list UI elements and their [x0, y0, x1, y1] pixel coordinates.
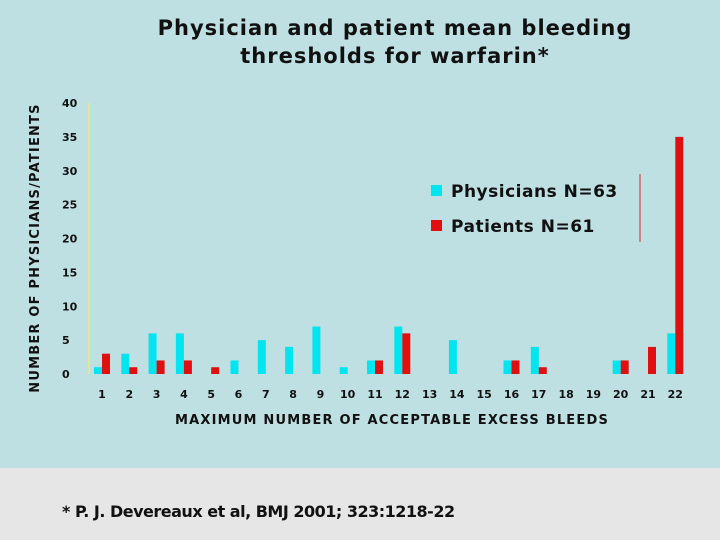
footer-band	[0, 468, 720, 540]
legend-swatch-physicians	[431, 185, 442, 196]
y-tick-label: 40	[62, 97, 78, 110]
x-tick-label: 17	[531, 388, 546, 401]
bar-physicians-12	[394, 326, 403, 374]
x-tick-label: 18	[558, 388, 573, 401]
x-tick-label: 13	[422, 388, 437, 401]
x-tick-label: 12	[395, 388, 410, 401]
legend: Physicians N=63 Patients N=61	[431, 182, 618, 237]
x-tick-label: 1	[98, 388, 106, 401]
legend-label-physicians: Physicians N=63	[451, 182, 618, 202]
y-tick-label: 25	[62, 199, 77, 212]
bar-physicians-3	[148, 333, 157, 374]
y-tick-label: 30	[62, 165, 78, 178]
bar-physicians-14	[448, 340, 457, 374]
bar-patients-20	[620, 360, 629, 374]
y-tick-label: 35	[62, 131, 77, 144]
legend-swatch-patients	[431, 220, 442, 231]
bar-patients-21	[648, 346, 656, 374]
x-tick-label: 2	[125, 388, 133, 401]
y-tick-label: 0	[62, 368, 70, 381]
slide-background	[0, 0, 720, 468]
x-tick-label: 20	[613, 388, 629, 401]
x-tick-label: 3	[153, 388, 161, 401]
x-tick-label: 6	[235, 388, 243, 401]
y-axis-label: NUMBER OF PHYSICIANS/PATIENTS	[28, 103, 43, 393]
bar-patients-3	[156, 360, 165, 374]
bar-patients-1	[102, 353, 110, 374]
bar-patients-2	[129, 367, 138, 374]
bar-physicians-8	[285, 346, 294, 374]
legend-label-patients: Patients N=61	[451, 217, 595, 237]
bar-patients-12	[402, 333, 411, 374]
bar-physicians-17	[530, 346, 539, 374]
bar-physicians-2	[121, 353, 130, 374]
x-tick-label: 8	[289, 388, 297, 401]
y-tick-labels: 0 5 10 15 20 25 30 35 40	[62, 97, 78, 381]
bar-patients-22	[675, 136, 684, 374]
x-tick-label: 7	[262, 388, 270, 401]
bar-physicians-10	[339, 367, 348, 374]
bar-physicians-20	[612, 360, 621, 374]
x-tick-label: 11	[367, 388, 382, 401]
y-tick-label: 5	[62, 334, 70, 347]
y-tick-label: 20	[62, 233, 78, 246]
x-tick-label: 14	[449, 388, 465, 401]
chart-title: Physician and patient mean bleeding thre…	[100, 14, 690, 70]
bar-physicians-4	[175, 333, 184, 374]
bar-physicians-9	[312, 326, 321, 374]
x-tick-label: 4	[180, 388, 188, 401]
x-tick-label: 16	[504, 388, 520, 401]
bar-patients-4	[183, 360, 192, 374]
y-tick-label: 10	[62, 300, 78, 313]
bar-physicians-11	[367, 360, 375, 374]
x-tick-label: 5	[207, 388, 215, 401]
x-tick-label: 21	[640, 388, 655, 401]
x-tick-label: 9	[317, 388, 325, 401]
bar-physicians-16	[503, 360, 512, 374]
bar-physicians-22	[667, 333, 676, 374]
bar-patients-11	[375, 360, 383, 374]
y-tick-label: 15	[62, 266, 77, 279]
x-tick-label: 15	[477, 388, 492, 401]
bar-physicians-6	[230, 360, 239, 374]
bar-patients-5	[211, 367, 220, 374]
chart-title-line-1: Physician and patient mean bleeding	[157, 16, 633, 40]
x-tick-label: 10	[340, 388, 356, 401]
chart-title-line-2: thresholds for warfarin*	[240, 44, 550, 68]
citation-text: * P. J. Devereaux et al, BMJ 2001; 323:1…	[62, 502, 455, 521]
bar-physicians-1	[94, 367, 102, 374]
bars	[94, 136, 684, 374]
x-axis-label: MAXIMUM NUMBER OF ACCEPTABLE EXCESS BLEE…	[175, 413, 609, 428]
x-tick-label: 19	[586, 388, 601, 401]
bar-physicians-7	[257, 340, 266, 374]
bar-patients-17	[538, 367, 547, 374]
x-tick-labels: 1 2 3 4 5 6 7 8 9 10 11 12 13 14 15 16 17 18 19 20 21 22	[98, 388, 683, 401]
x-tick-label: 22	[668, 388, 683, 401]
bar-patients-16	[511, 360, 520, 374]
